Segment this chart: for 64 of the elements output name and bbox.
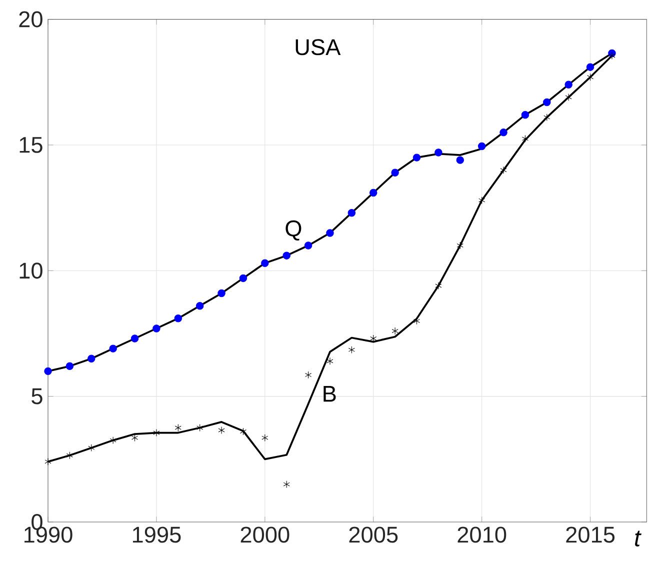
point — [66, 362, 74, 370]
point — [478, 142, 486, 150]
point — [88, 444, 95, 452]
point — [110, 436, 116, 444]
point — [66, 452, 73, 460]
point — [369, 188, 378, 197]
point — [392, 327, 398, 335]
point — [261, 259, 269, 267]
x-tick-label: 1995 — [132, 526, 181, 543]
point — [240, 428, 246, 436]
y-tick-label: 20 — [19, 11, 42, 28]
point — [283, 480, 290, 488]
point — [88, 354, 96, 362]
text: USA — [296, 39, 341, 56]
point — [435, 282, 442, 290]
point — [586, 63, 594, 71]
point — [131, 434, 138, 442]
point — [500, 166, 507, 174]
point — [196, 302, 204, 310]
x-tick-label: 2010 — [458, 526, 506, 543]
point — [44, 458, 52, 466]
point — [412, 154, 421, 162]
point — [326, 357, 334, 365]
point — [218, 289, 226, 298]
point — [239, 274, 248, 282]
point — [456, 242, 464, 250]
point — [109, 344, 117, 352]
point — [218, 426, 225, 434]
point — [262, 434, 268, 442]
point — [543, 98, 551, 106]
point — [608, 52, 616, 60]
x-axis-title: t — [635, 530, 642, 546]
point — [326, 229, 334, 237]
point — [391, 168, 399, 177]
point — [564, 80, 572, 89]
point — [152, 324, 160, 332]
point — [174, 424, 182, 432]
annotation: B — [324, 386, 336, 402]
point — [478, 196, 486, 204]
y-tick-label: 15 — [20, 137, 42, 153]
point — [434, 148, 442, 156]
point — [305, 371, 312, 379]
point — [174, 314, 182, 322]
point — [44, 367, 52, 376]
point — [130, 334, 139, 342]
point — [500, 128, 508, 136]
point — [348, 346, 355, 354]
point — [196, 424, 204, 432]
point — [456, 156, 464, 164]
x-tick-label: 2000 — [240, 526, 290, 543]
point — [565, 94, 572, 101]
point — [544, 114, 550, 122]
point — [304, 242, 312, 250]
point — [348, 208, 356, 217]
x-tick-label: 2005 — [349, 526, 398, 543]
y-tick-label: 10 — [20, 262, 42, 279]
point — [153, 429, 160, 436]
y-tick-label: 5 — [32, 388, 42, 404]
point — [521, 110, 530, 119]
point — [282, 252, 290, 260]
point — [587, 73, 594, 81]
point — [522, 134, 528, 142]
x-tick-label: 2015 — [566, 526, 615, 543]
annotation: Q — [286, 220, 302, 240]
